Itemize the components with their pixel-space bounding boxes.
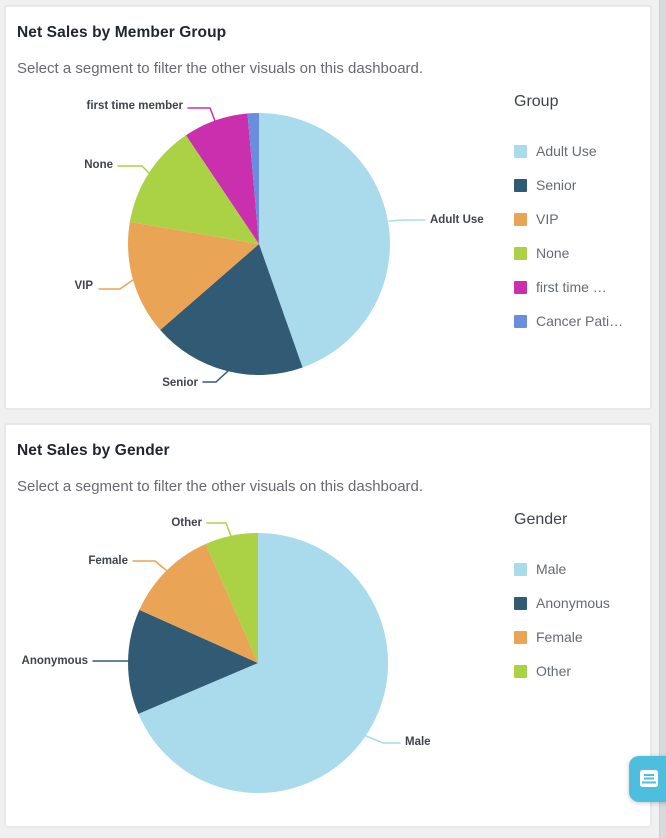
- callout-senior: Senior: [162, 377, 198, 389]
- pie-slice-first-time-member[interactable]: [186, 113, 259, 245]
- legend-item-vip[interactable]: VIP: [514, 211, 648, 227]
- callout-male: Male: [405, 736, 431, 748]
- legend-label: Female: [536, 629, 583, 645]
- leader-line-adult-use: [388, 219, 426, 222]
- leader-line-other: [206, 522, 232, 537]
- leader-line-none: [117, 165, 150, 174]
- leader-line-first-time-member: [187, 107, 216, 122]
- pie-slice-anonymous[interactable]: [128, 609, 258, 714]
- legend-label: Senior: [536, 177, 577, 193]
- leader-line-senior: [202, 370, 229, 383]
- card-title-member-group: Net Sales by Member Group: [17, 24, 227, 41]
- pie-slice-senior[interactable]: [160, 244, 303, 375]
- callout-other: Other: [171, 517, 202, 529]
- legend-title-group: Group: [514, 93, 559, 110]
- legend-label: Male: [536, 561, 567, 577]
- legend-swatch: [514, 246, 527, 260]
- legend-item-adult-use[interactable]: Adult Use: [514, 143, 648, 159]
- legend-label: Cancer Pati…: [536, 313, 624, 329]
- legend-items-gender: Male Anonymous Female Other: [514, 561, 648, 679]
- legend-swatch: [514, 596, 527, 610]
- scrollbar-track[interactable]: [659, 0, 666, 838]
- callout-anonymous: Anonymous: [21, 655, 88, 667]
- legend-item-cancer-pati[interactable]: Cancer Pati…: [514, 313, 648, 329]
- legend-title-gender: Gender: [514, 511, 568, 528]
- callout-female: Female: [88, 555, 128, 567]
- legend-item-male[interactable]: Male: [514, 561, 648, 577]
- legend-swatch: [514, 212, 527, 226]
- legend-swatch: [514, 178, 527, 192]
- legend-swatch: [514, 144, 527, 158]
- legend-item-none[interactable]: None: [514, 245, 648, 261]
- legend-items-group: Adult Use Senior VIP None first time … Cancer…: [514, 143, 648, 329]
- pie-slice-vip[interactable]: [128, 221, 259, 330]
- legend-item-first-time[interactable]: first time …: [514, 279, 648, 295]
- card-subtitle-gender: Select a segment to filter the other vis…: [17, 478, 424, 495]
- callout-none: None: [84, 159, 113, 171]
- pie-slice-male[interactable]: [138, 533, 389, 793]
- card-subtitle-member-group: Select a segment to filter the other vis…: [17, 60, 424, 77]
- legend-swatch: [514, 630, 527, 644]
- legend-label: VIP: [536, 211, 559, 227]
- legend-label: Adult Use: [536, 143, 597, 159]
- pie-chart-member-group: [98, 107, 426, 383]
- feedback-panel-icon: [640, 770, 658, 787]
- legend-label: Other: [536, 663, 572, 679]
- legend-member-group: Group Adult Use Senior VIP None first time ……: [514, 92, 648, 348]
- pie-slice-female[interactable]: [139, 544, 258, 663]
- feedback-button[interactable]: [629, 756, 666, 802]
- leader-line-male: [365, 735, 401, 744]
- card-title-gender: Net Sales by Gender: [17, 442, 170, 459]
- legend-label: Anonymous: [536, 595, 610, 611]
- pie-slice-adult-use[interactable]: [259, 113, 390, 368]
- pie-chart-gender: [92, 522, 401, 793]
- card-net-sales-by-member-group: Net Sales by Member Group Select a segme…: [4, 5, 652, 410]
- legend-item-anonymous[interactable]: Anonymous: [514, 595, 648, 611]
- legend-item-other[interactable]: Other: [514, 663, 648, 679]
- legend-item-female[interactable]: Female: [514, 629, 648, 645]
- card-net-sales-by-gender: Net Sales by Gender Select a segment to …: [4, 423, 652, 828]
- legend-item-senior[interactable]: Senior: [514, 177, 648, 193]
- legend-label: None: [536, 245, 570, 261]
- leader-line-vip: [98, 279, 134, 290]
- pie-slice-cancer-pati[interactable]: [247, 112, 260, 244]
- callout-adult-use: Adult Use: [430, 214, 484, 226]
- legend-gender: Gender Male Anonymous Female Other: [514, 510, 648, 698]
- legend-swatch: [514, 664, 527, 678]
- legend-swatch: [514, 562, 527, 576]
- legend-label: first time …: [536, 279, 607, 295]
- pie-slice-other[interactable]: [205, 533, 258, 663]
- pie-slice-none[interactable]: [129, 135, 259, 244]
- pie-slices-group: [128, 112, 390, 375]
- leader-line-female: [132, 560, 168, 572]
- callout-vip: VIP: [74, 280, 93, 292]
- callout-first-time-member: first time member: [86, 100, 183, 112]
- legend-swatch: [514, 314, 527, 328]
- legend-swatch: [514, 280, 527, 294]
- pie-slices-group: [128, 533, 389, 793]
